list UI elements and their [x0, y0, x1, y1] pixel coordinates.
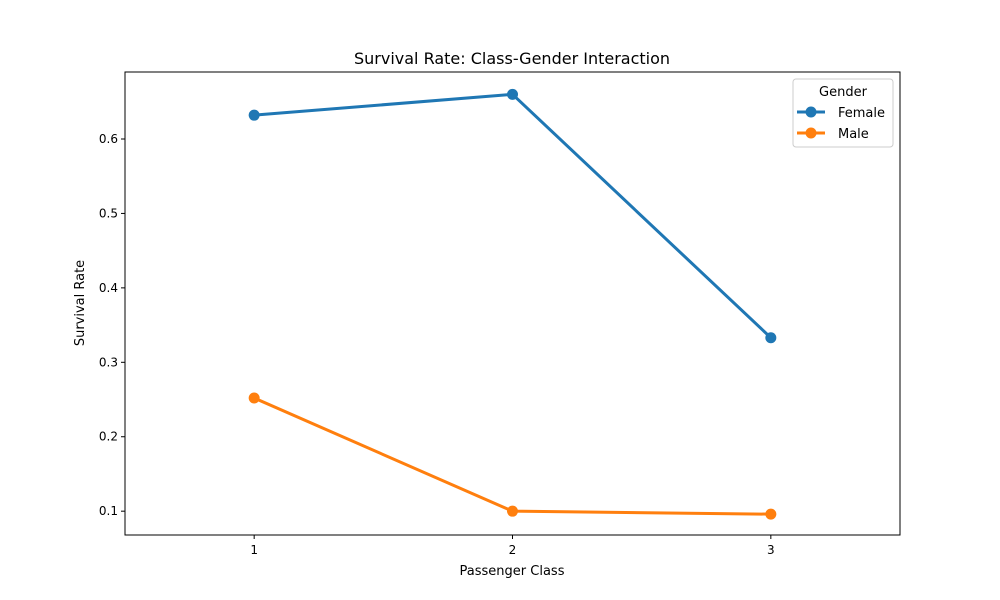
data-point-female: [248, 109, 260, 121]
series-male: [248, 392, 777, 520]
x-axis: 1 2 3: [250, 535, 775, 557]
x-tick-label: 2: [509, 543, 517, 557]
legend-label-male: Male: [838, 127, 869, 142]
data-point-male: [507, 505, 518, 517]
data-point-male: [765, 508, 777, 520]
chart-title: Survival Rate: Class-Gender Interaction: [354, 49, 670, 68]
y-axis: 0.1 0.2 0.3 0.4 0.5 0.6: [99, 132, 125, 518]
legend-label-female: Female: [838, 106, 885, 121]
legend-frame: [792, 78, 894, 148]
x-tick-label: 1: [250, 543, 258, 557]
data-point-male: [248, 392, 260, 404]
data-point-female: [765, 332, 777, 344]
y-tick-label: 0.4: [99, 281, 118, 295]
legend-title: Gender: [819, 85, 868, 100]
y-tick-label: 0.2: [99, 430, 118, 444]
y-axis-label: Survival Rate: [73, 260, 88, 346]
legend-item-female: Female: [797, 106, 885, 121]
legend-marker-male: [805, 127, 817, 139]
x-tick-label: 3: [767, 543, 775, 557]
legend: Gender Female Male: [792, 78, 894, 148]
y-tick-label: 0.6: [99, 132, 118, 146]
legend-marker-female: [805, 106, 817, 118]
y-tick-label: 0.3: [99, 355, 118, 369]
series-layer: [248, 88, 777, 520]
legend-item-male: Male: [797, 127, 869, 142]
x-axis-label: Passenger Class: [460, 564, 565, 579]
data-point-female: [507, 88, 518, 100]
legend-items: Female Male: [797, 106, 885, 142]
y-tick-label: 0.1: [99, 504, 118, 518]
y-tick-label: 0.5: [99, 206, 118, 220]
series-female: [248, 88, 777, 344]
